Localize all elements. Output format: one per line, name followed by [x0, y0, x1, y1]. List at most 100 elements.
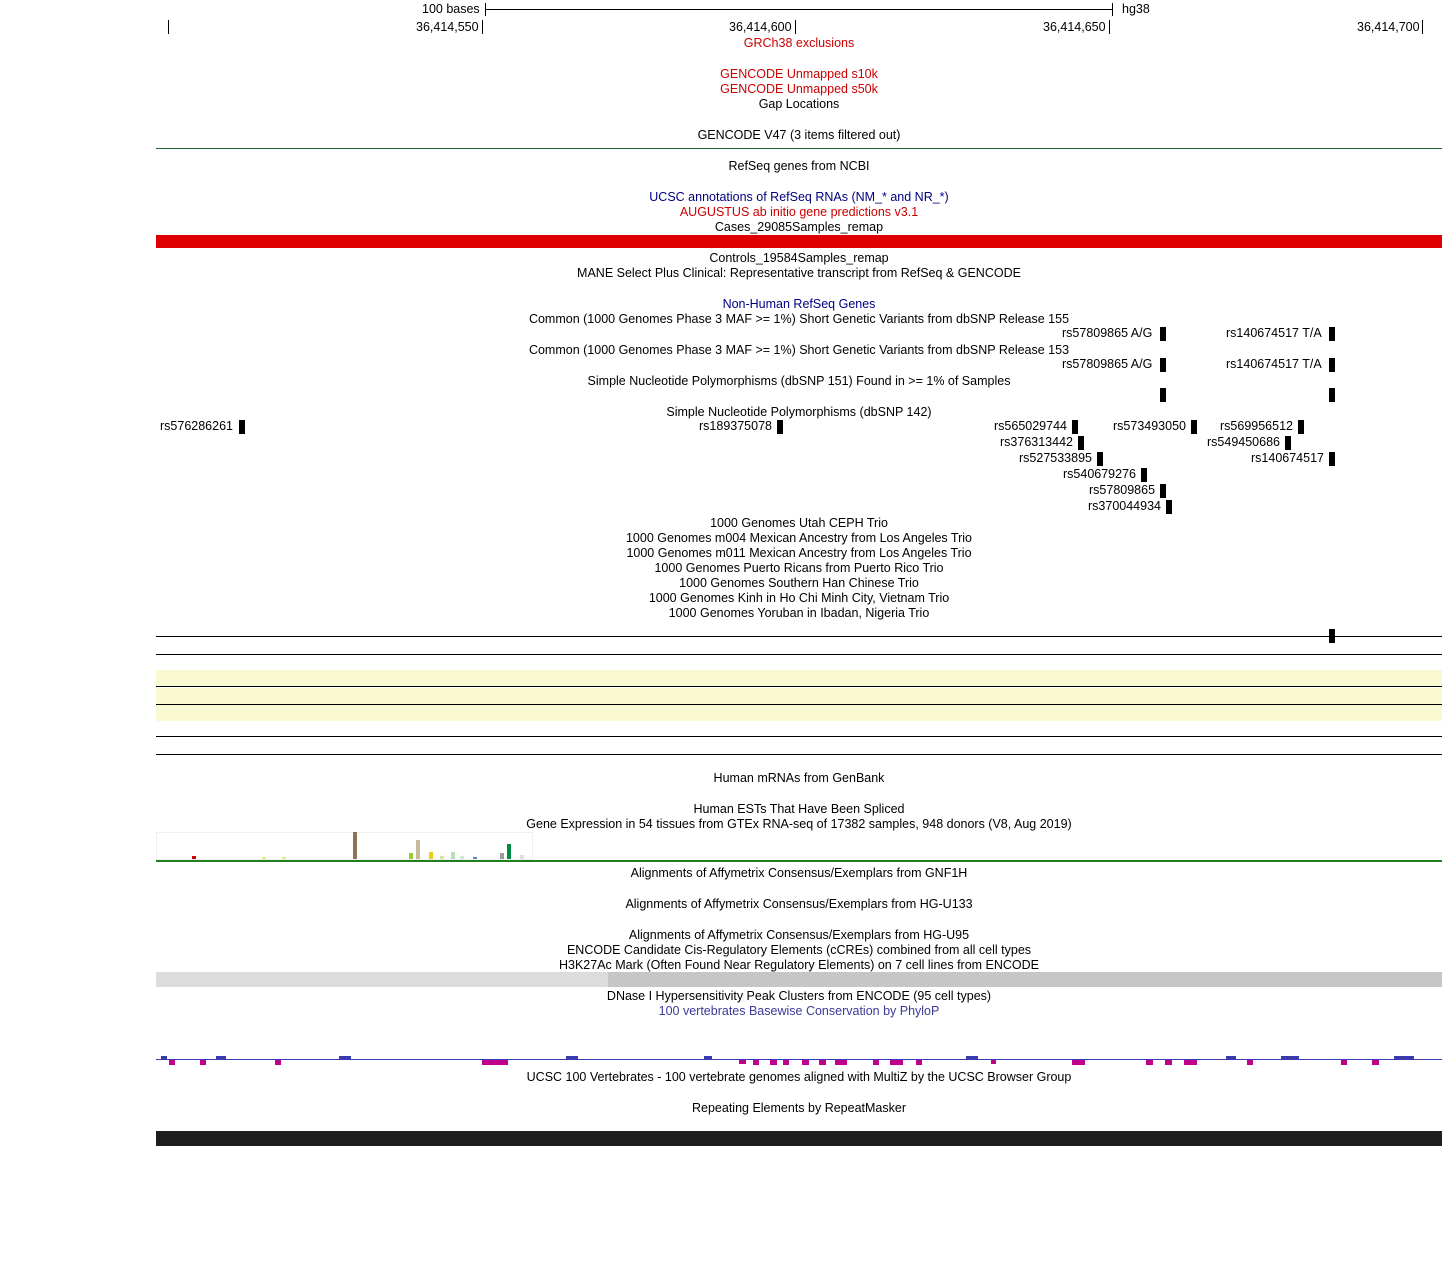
- gtex-bar[interactable]: [460, 856, 464, 859]
- snp-label[interactable]: rs57809865 A/G: [1062, 357, 1153, 371]
- track-label-refseq-ncbi[interactable]: RefSeq genes from NCBI: [728, 159, 870, 173]
- track-label-dbsnp151[interactable]: Simple Nucleotide Polymorphisms (dbSNP 1…: [587, 374, 1011, 388]
- track-label-trio-ceph[interactable]: 1000 Genomes Utah CEPH Trio: [710, 516, 888, 530]
- snp-marker[interactable]: [1329, 358, 1335, 372]
- snp-label[interactable]: rs189375078: [699, 419, 772, 433]
- trio-track-band[interactable]: [156, 705, 1442, 721]
- gtex-bar[interactable]: [451, 852, 455, 859]
- snp-marker[interactable]: [1166, 500, 1172, 514]
- snp-label[interactable]: rs527533895: [1019, 451, 1092, 465]
- repeatmasker-element[interactable]: [156, 1131, 1442, 1146]
- track-label-gtex[interactable]: Gene Expression in 54 tissues from GTEx …: [526, 817, 1072, 831]
- gtex-bar[interactable]: [473, 857, 477, 859]
- snp-label[interactable]: rs573493050: [1113, 419, 1186, 433]
- track-label-augustus[interactable]: AUGUSTUS ab initio gene predictions v3.1: [679, 205, 919, 219]
- cases-signal-bar[interactable]: [156, 235, 1442, 248]
- snp-marker[interactable]: [1160, 358, 1166, 372]
- snp-marker[interactable]: [1329, 388, 1335, 402]
- snp-marker[interactable]: [1298, 420, 1304, 434]
- track-label-mane[interactable]: MANE Select Plus Clinical: Representativ…: [577, 266, 1021, 280]
- track-label-dbsnp142[interactable]: Simple Nucleotide Polymorphisms (dbSNP 1…: [666, 405, 932, 419]
- snp-marker[interactable]: [1160, 388, 1166, 402]
- track-label-ucsc-refseq[interactable]: UCSC annotations of RefSeq RNAs (NM_* an…: [649, 190, 949, 204]
- snp-label[interactable]: rs576286261: [160, 419, 233, 433]
- snp-label[interactable]: rs140674517: [1251, 451, 1324, 465]
- track-label-repeatmasker[interactable]: Repeating Elements by RepeatMasker: [691, 1101, 906, 1115]
- trio-track-line[interactable]: [156, 654, 1442, 655]
- track-label-grch38-exclusions[interactable]: GRCh38 exclusions: [743, 36, 855, 50]
- track-label-nonhuman-refseq[interactable]: Non-Human RefSeq Genes: [722, 297, 876, 311]
- gtex-bar[interactable]: [409, 853, 413, 859]
- gtex-bar[interactable]: [416, 840, 420, 859]
- gtex-bar-graph[interactable]: [156, 832, 533, 860]
- gtex-gene-line[interactable]: [156, 860, 1442, 862]
- snp-marker[interactable]: [1160, 484, 1166, 498]
- track-label-dnase[interactable]: DNase I Hypersensitivity Peak Clusters f…: [606, 989, 992, 1003]
- snp-label[interactable]: rs140674517 T/A: [1226, 326, 1322, 340]
- trio-track-band[interactable]: [156, 688, 1442, 704]
- snp-marker[interactable]: [1285, 436, 1291, 450]
- track-label-trio-yoruban[interactable]: 1000 Genomes Yoruban in Ibadan, Nigeria …: [668, 606, 930, 620]
- track-label-encode-ccre[interactable]: ENCODE Candidate Cis-Regulatory Elements…: [566, 943, 1032, 957]
- track-label-gencode-unmapped-s10k[interactable]: GENCODE Unmapped s10k: [720, 67, 878, 81]
- track-label-trio-m004[interactable]: 1000 Genomes m004 Mexican Ancestry from …: [625, 531, 972, 545]
- track-label-mrna[interactable]: Human mRNAs from GenBank: [713, 771, 885, 785]
- trio-track-line[interactable]: [156, 704, 1442, 705]
- h3k27ac-signal-light[interactable]: [156, 972, 608, 987]
- trio-track-line[interactable]: [156, 686, 1442, 687]
- h3k27ac-signal-dark[interactable]: [608, 972, 1442, 987]
- track-label-cases[interactable]: Cases_29085Samples_remap: [714, 220, 884, 234]
- gencode-intron-line[interactable]: [156, 148, 1442, 149]
- gtex-bar[interactable]: [507, 844, 511, 859]
- gtex-bar[interactable]: [353, 832, 357, 859]
- snp-marker[interactable]: [1329, 327, 1335, 341]
- track-label-trio-han[interactable]: 1000 Genomes Southern Han Chinese Trio: [679, 576, 919, 590]
- snp-label[interactable]: rs370044934: [1088, 499, 1161, 513]
- snp-label[interactable]: rs565029744: [994, 419, 1067, 433]
- snp-marker[interactable]: [1141, 468, 1147, 482]
- snp-label[interactable]: rs57809865: [1089, 483, 1156, 497]
- trio-track-line[interactable]: [156, 736, 1442, 737]
- snp-marker[interactable]: [239, 420, 245, 434]
- track-label-multiz[interactable]: UCSC 100 Vertebrates - 100 vertebrate ge…: [526, 1070, 1072, 1084]
- snp-marker[interactable]: [1097, 452, 1103, 466]
- gtex-bar[interactable]: [429, 852, 433, 859]
- snp-label[interactable]: rs376313442: [1000, 435, 1073, 449]
- track-label-gencode-v47[interactable]: GENCODE V47 (3 items filtered out): [697, 128, 901, 142]
- track-label-controls[interactable]: Controls_19584Samples_remap: [709, 251, 889, 265]
- trio-track-band[interactable]: [156, 670, 1442, 686]
- snp-marker[interactable]: [1160, 327, 1166, 341]
- track-label-h3k27ac[interactable]: H3K27Ac Mark (Often Found Near Regulator…: [558, 958, 1040, 972]
- track-label-dbsnp153[interactable]: Common (1000 Genomes Phase 3 MAF >= 1%) …: [528, 343, 1070, 357]
- snp-marker[interactable]: [1329, 452, 1335, 466]
- snp-label[interactable]: rs549450686: [1207, 435, 1280, 449]
- gtex-bar[interactable]: [520, 855, 524, 859]
- gtex-bar[interactable]: [262, 857, 266, 859]
- gtex-bar[interactable]: [500, 853, 504, 859]
- phylop-conservation-graph[interactable]: [156, 1056, 1442, 1070]
- snp-label[interactable]: rs140674517 T/A: [1226, 357, 1322, 371]
- snp-marker[interactable]: [1078, 436, 1084, 450]
- snp-label[interactable]: rs569956512: [1220, 419, 1293, 433]
- snp-marker[interactable]: [1191, 420, 1197, 434]
- track-label-hgu95[interactable]: Alignments of Affymetrix Consensus/Exemp…: [628, 928, 970, 942]
- snp-marker[interactable]: [1072, 420, 1078, 434]
- trio-variant-marker[interactable]: [1329, 629, 1335, 643]
- gtex-bar[interactable]: [192, 856, 196, 859]
- gtex-bar[interactable]: [282, 857, 286, 859]
- snp-label[interactable]: rs540679276: [1063, 467, 1136, 481]
- track-label-phylop[interactable]: 100 vertebrates Basewise Conservation by…: [658, 1004, 940, 1018]
- snp-marker[interactable]: [777, 420, 783, 434]
- track-label-est[interactable]: Human ESTs That Have Been Spliced: [693, 802, 905, 816]
- track-label-dbsnp155[interactable]: Common (1000 Genomes Phase 3 MAF >= 1%) …: [528, 312, 1070, 326]
- track-label-gnf1h[interactable]: Alignments of Affymetrix Consensus/Exemp…: [630, 866, 968, 880]
- track-label-trio-m011[interactable]: 1000 Genomes m011 Mexican Ancestry from …: [626, 546, 972, 560]
- track-label-hgu133[interactable]: Alignments of Affymetrix Consensus/Exemp…: [625, 897, 973, 911]
- track-label-trio-pr[interactable]: 1000 Genomes Puerto Ricans from Puerto R…: [654, 561, 944, 575]
- trio-track-line[interactable]: [156, 754, 1442, 755]
- snp-label[interactable]: rs57809865 A/G: [1062, 326, 1153, 340]
- track-label-trio-kinh[interactable]: 1000 Genomes Kinh in Ho Chi Minh City, V…: [648, 591, 950, 605]
- gtex-bar[interactable]: [440, 856, 444, 859]
- track-label-gap-locations[interactable]: Gap Locations: [758, 97, 840, 111]
- trio-track-line[interactable]: [156, 636, 1442, 637]
